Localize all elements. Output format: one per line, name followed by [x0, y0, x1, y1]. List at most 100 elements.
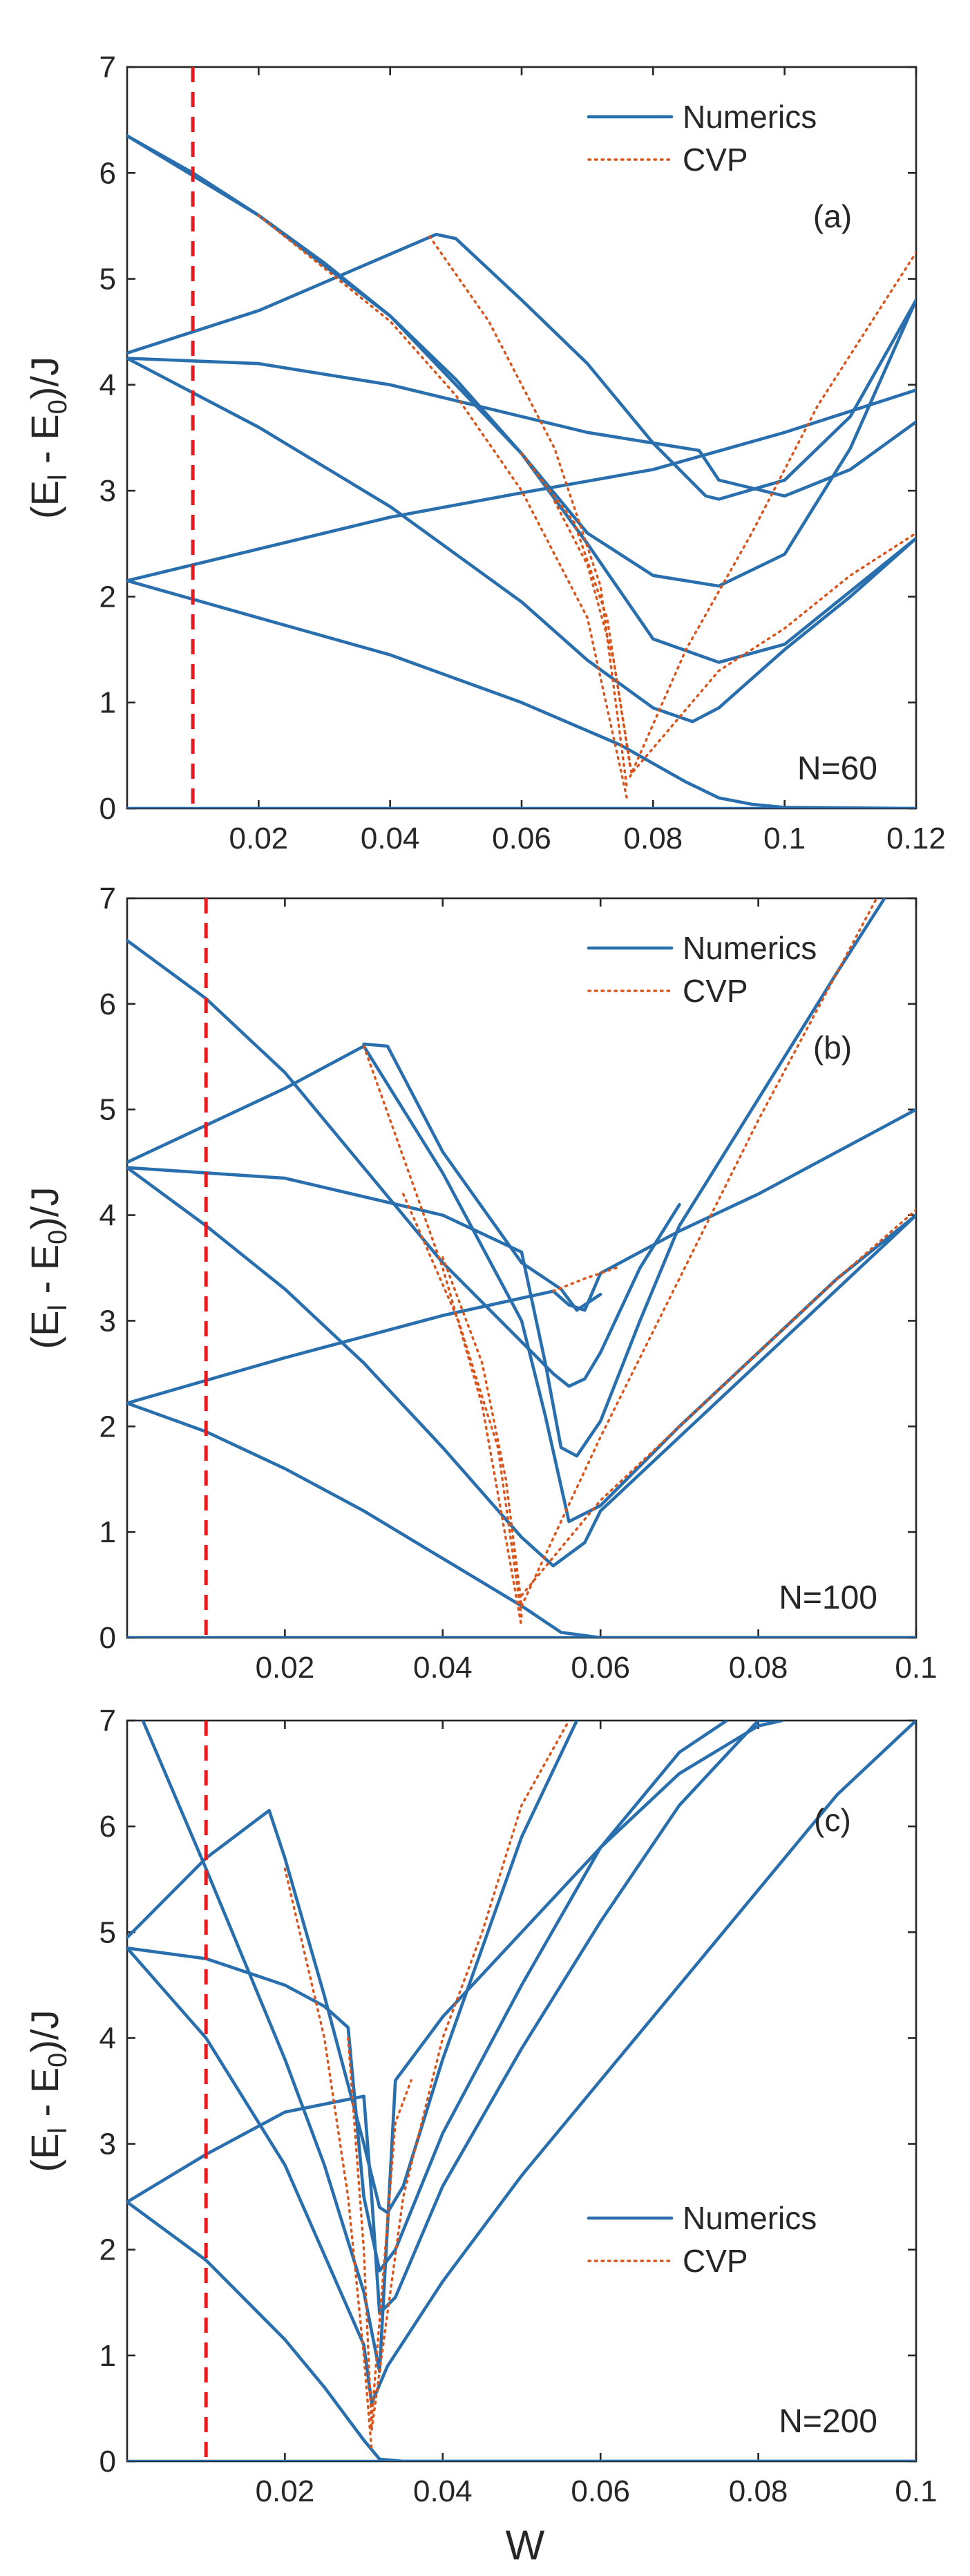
cvp-line-9	[347, 2036, 373, 2431]
y-tick-label: 7	[99, 1704, 116, 1738]
y-tick-label: 5	[99, 1093, 116, 1127]
n-label: N=60	[797, 750, 877, 787]
n-label: N=200	[779, 2403, 877, 2440]
x-tick-label: 0.06	[571, 2474, 630, 2508]
y-tick-label: 5	[99, 1915, 116, 1949]
n-label: N=100	[779, 1580, 877, 1616]
y-axis-label-part: l	[44, 2128, 73, 2133]
numerics-line-8	[127, 134, 916, 664]
y-axis-label-part: l	[44, 475, 73, 480]
x-tick-label: 0.1	[895, 2474, 937, 2508]
y-axis-label-part: 0	[44, 399, 73, 414]
y-tick-label: 1	[99, 1515, 116, 1549]
x-tick-label: 0.1	[763, 822, 806, 855]
numerics-line-7	[127, 938, 681, 1388]
y-tick-label: 3	[99, 474, 116, 508]
legend-cvp-label: CVP	[683, 142, 748, 178]
x-tick-label: 0.02	[256, 1651, 315, 1685]
panel-label: (a)	[813, 198, 852, 234]
chart-panel-3: 0 1 2 3 4 5 6 7 0.02 0.04 0.06 0.08 0.1 (El - E0)/J (c…	[23, 1704, 938, 2508]
panel-label: (c)	[814, 1802, 851, 1838]
y-tick-label: 2	[99, 2233, 116, 2267]
y-axis-label: (El - E0)/J	[23, 2010, 73, 2172]
y-axis-label-part: (E	[23, 2133, 66, 2172]
y-tick-label: 6	[99, 987, 116, 1021]
y-axis-label-part: l	[44, 1305, 73, 1310]
cvp-line-14	[632, 531, 916, 773]
numerics-line-8	[362, 1042, 602, 1312]
numerics-line-3	[127, 1721, 784, 2315]
cvp-line-12	[520, 898, 878, 1607]
x-tick-label: 0.06	[492, 822, 551, 855]
cvp-line-8	[283, 1867, 373, 2452]
y-axis-label-part: - E	[23, 2067, 66, 2128]
y-tick-label: 0	[99, 1621, 116, 1655]
y-axis-label-part: )/J	[23, 2010, 66, 2053]
y-axis-label-part: (E	[23, 480, 66, 519]
cvp-line-11	[370, 2079, 412, 2421]
legend-numerics-label: Numerics	[683, 99, 817, 135]
y-tick-label: 0	[99, 2445, 116, 2479]
y-tick-label: 3	[99, 2128, 116, 2161]
y-tick-label: 4	[99, 368, 116, 402]
y-tick-label: 4	[99, 2021, 116, 2055]
y-axis-label-part: )/J	[23, 1187, 66, 1230]
numerics-line-2	[127, 579, 916, 808]
y-tick-label: 1	[99, 2339, 116, 2373]
x-tick-label: 0.1	[895, 1651, 937, 1685]
numerics-line-2	[127, 2200, 916, 2461]
x-tick-label: 0.06	[571, 1651, 630, 1685]
cvp-line-10	[370, 1721, 571, 2431]
y-tick-label: 2	[99, 580, 116, 614]
y-axis-label-part: (E	[23, 1310, 66, 1349]
y-tick-label: 0	[99, 792, 116, 826]
y-tick-label: 5	[99, 263, 116, 296]
cvp-line-10	[402, 1193, 523, 1618]
numerics-line-4	[127, 357, 916, 723]
x-tick-label: 0.02	[229, 822, 289, 855]
numerics-line-6	[127, 898, 886, 1458]
series-group	[127, 898, 916, 1638]
y-tick-label: 7	[99, 50, 116, 84]
y-axis-label: (El - E0)/J	[23, 357, 73, 519]
legend-numerics-label: Numerics	[683, 930, 817, 966]
x-tick-label: 0.04	[361, 822, 420, 855]
cvp-line-13	[629, 251, 916, 778]
numerics-line-6	[127, 232, 916, 501]
cvp-line-11	[441, 1256, 523, 1607]
numerics-line-7	[141, 1721, 784, 2374]
y-tick-label: 4	[99, 1199, 116, 1233]
cvp-line-9	[257, 214, 628, 799]
y-axis-label-part: )/J	[23, 357, 66, 399]
numerics-line-4	[127, 1166, 916, 1568]
cvp-line-9	[362, 1045, 523, 1629]
numerics-line-5	[127, 1044, 916, 1524]
cvp-line-13	[520, 1209, 916, 1597]
x-axis-label: W	[506, 2522, 545, 2568]
series-group	[127, 1721, 916, 2461]
y-axis-label: (El - E0)/J	[23, 1187, 73, 1349]
cvp-line-12	[553, 500, 634, 778]
legend-cvp-label: CVP	[683, 2243, 748, 2279]
numerics-line-2	[127, 1401, 916, 1638]
y-axis-label-part: - E	[23, 1244, 66, 1305]
x-tick-label: 0.08	[729, 1651, 788, 1685]
y-tick-label: 6	[99, 1810, 116, 1844]
x-tick-label: 0.04	[413, 2474, 473, 2508]
y-axis-label-part: 0	[44, 1230, 73, 1244]
y-tick-label: 1	[99, 686, 116, 720]
numerics-line-3	[127, 1108, 916, 1405]
panel-label: (b)	[813, 1030, 852, 1066]
x-tick-label: 0.02	[256, 2474, 315, 2508]
x-tick-label: 0.08	[729, 2474, 788, 2508]
numerics-line-4	[127, 1721, 916, 2405]
x-tick-label: 0.12	[886, 822, 946, 855]
numerics-line-3	[127, 388, 916, 583]
cvp-line-10	[428, 235, 628, 788]
legend-cvp-label: CVP	[683, 973, 748, 1009]
y-tick-label: 6	[99, 156, 116, 190]
